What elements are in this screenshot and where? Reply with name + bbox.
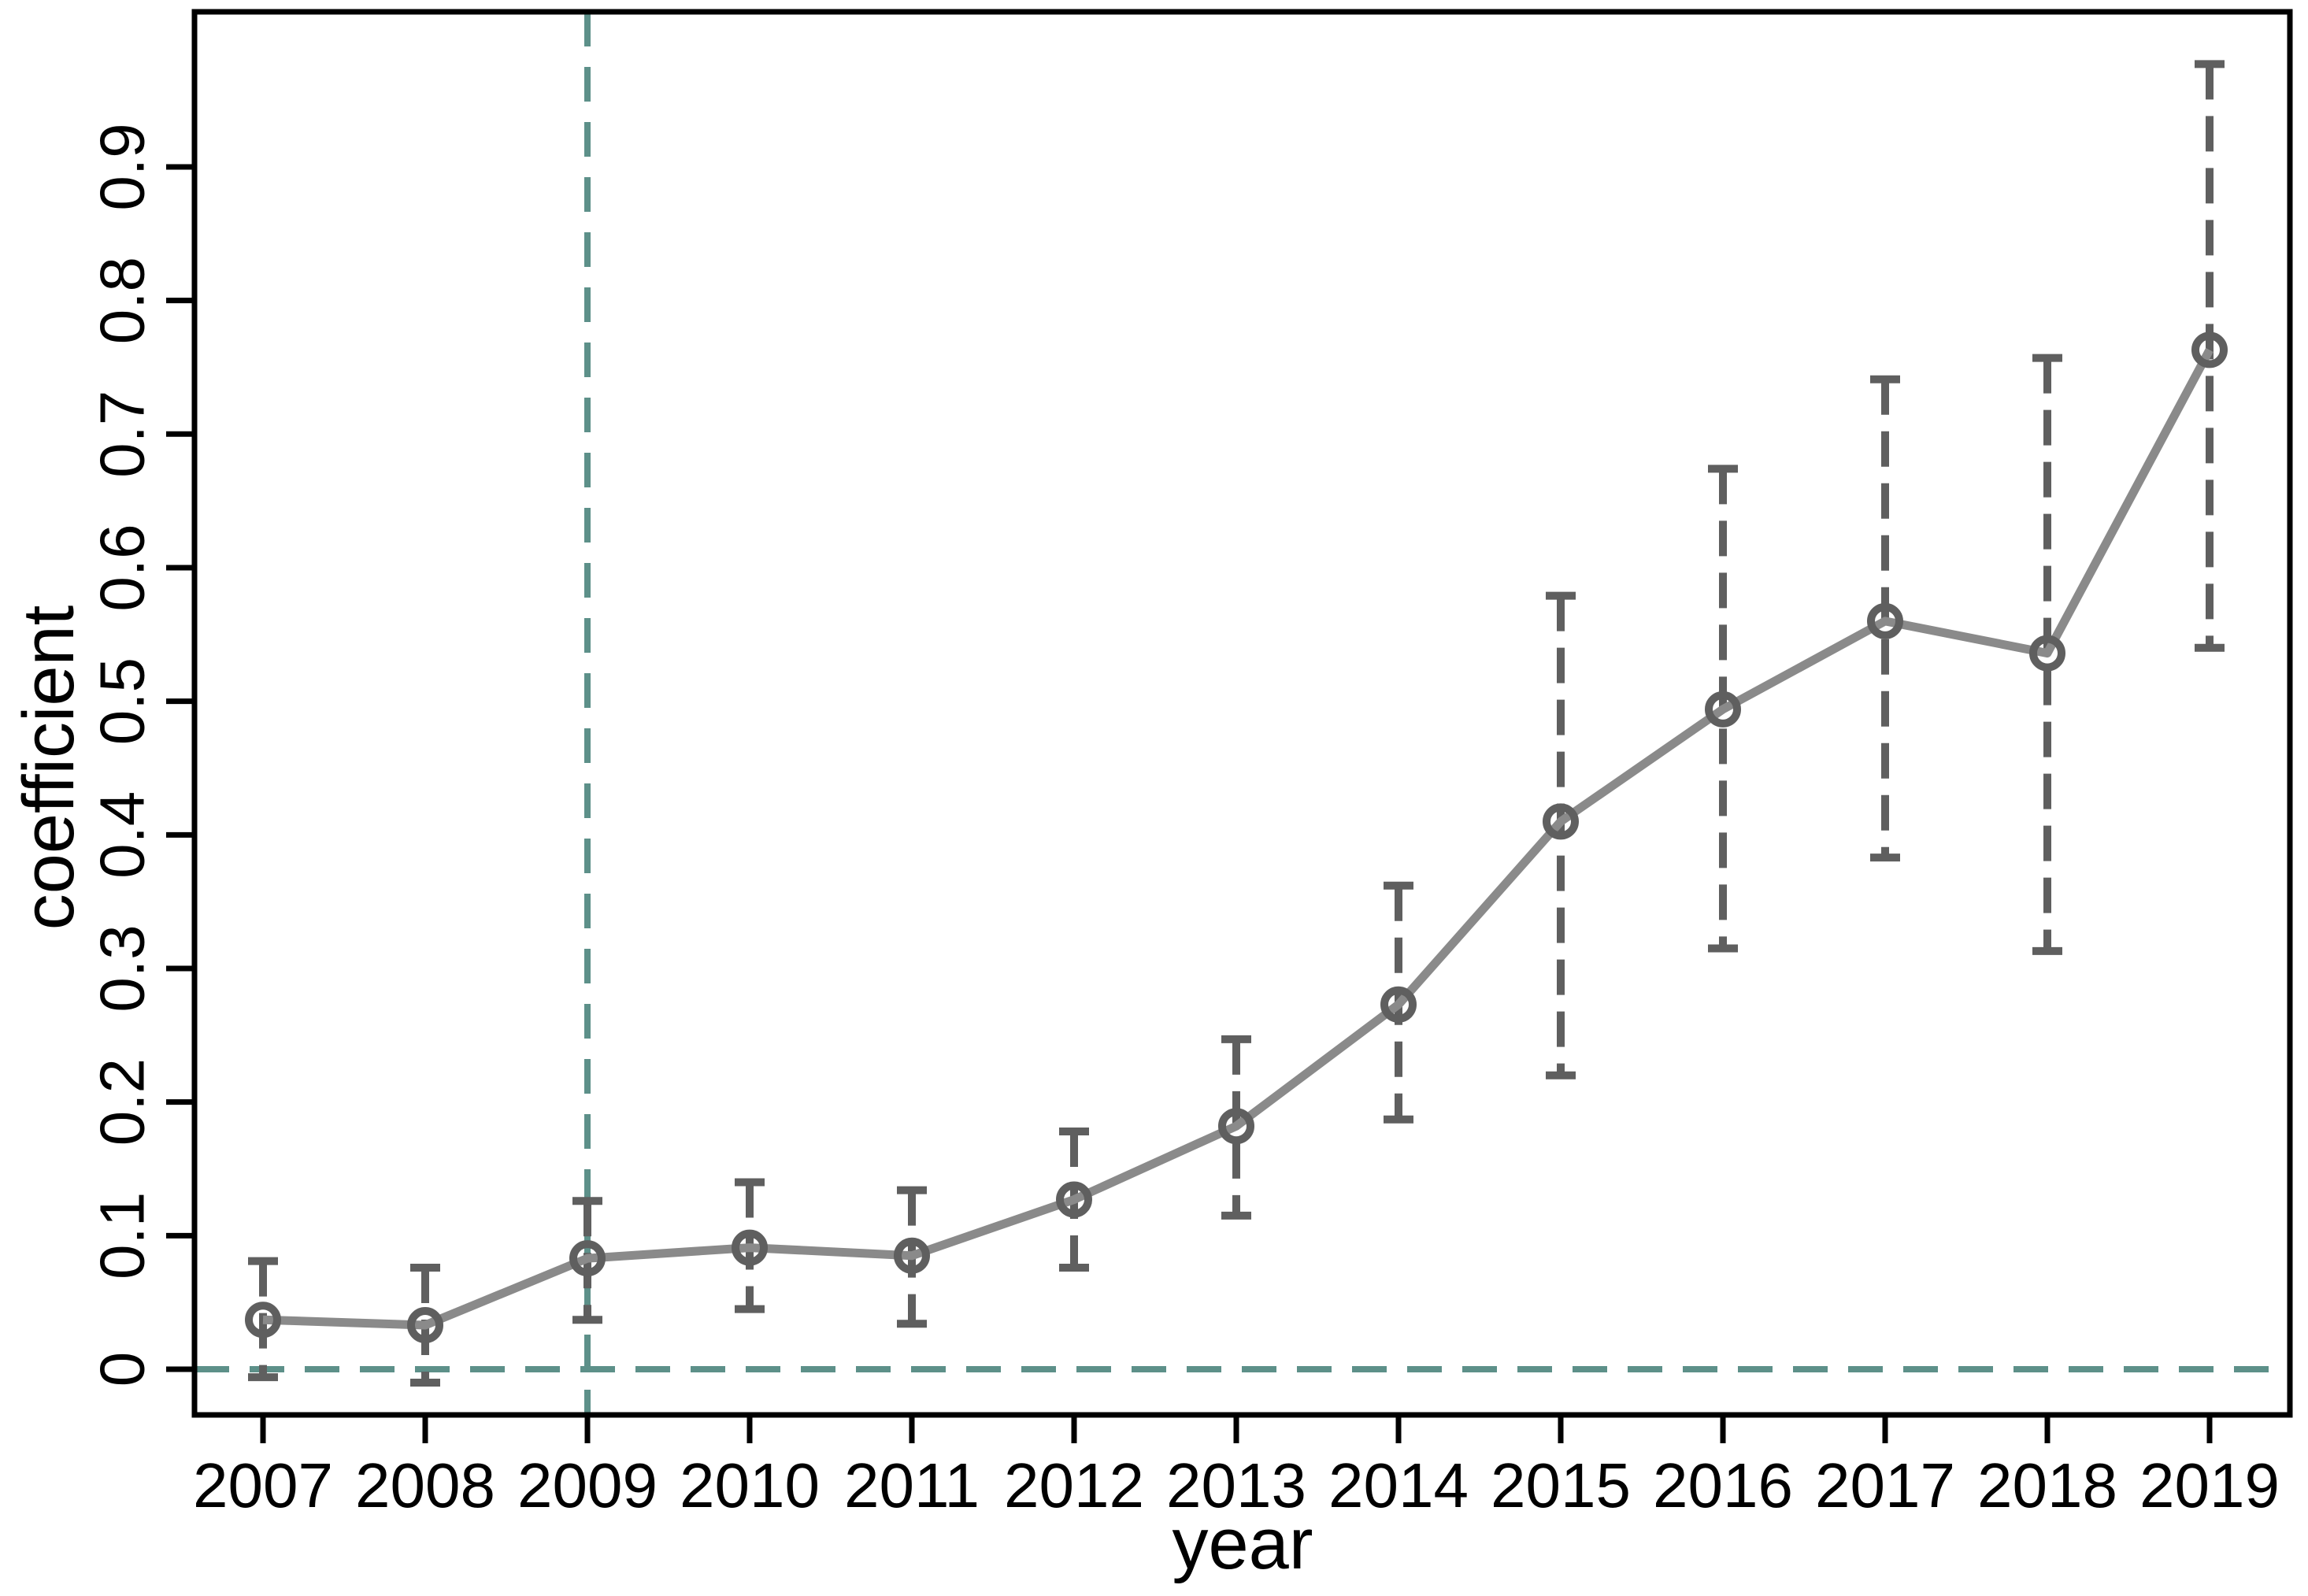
reference-lines	[194, 12, 2290, 1415]
series-line	[262, 347, 2214, 1330]
x-tick-label: 2018	[1977, 1450, 2117, 1520]
data-point-2014	[1380, 986, 1417, 1023]
data-point-2007	[245, 1302, 281, 1339]
data-point-2016	[1705, 691, 1741, 728]
data-point-2013	[1218, 1108, 1254, 1145]
markers	[245, 331, 2228, 1344]
y-tick-label: 0.3	[87, 924, 157, 1012]
x-tick-label: 2012	[1004, 1450, 1144, 1520]
x-tick-label: 2013	[1166, 1450, 1306, 1520]
plot-border	[191, 9, 2293, 1418]
y-tick-label: 0.1	[87, 1192, 157, 1279]
x-tick-label: 2007	[193, 1450, 333, 1520]
x-tick-label: 2016	[1653, 1450, 1793, 1520]
x-tick-label: 2014	[1328, 1450, 1469, 1520]
data-point-2012	[1056, 1181, 1092, 1218]
data-point-2018	[2029, 635, 2065, 672]
data-point-2017	[1867, 602, 1903, 639]
error-bar-2018	[2032, 354, 2062, 955]
y-tick-label: 0.8	[87, 257, 157, 344]
data-point-2011	[894, 1237, 930, 1274]
data-point-2009	[569, 1240, 606, 1277]
data-point-2010	[732, 1229, 768, 1266]
x-tick-label: 2019	[2139, 1450, 2280, 1520]
data-point-2008	[407, 1307, 443, 1344]
x-tick-label: 2010	[680, 1450, 820, 1520]
y-tick-label: 0.7	[87, 391, 157, 478]
y-tick-label: 0.6	[87, 524, 157, 611]
y-tick-labels: 0 0.1 0.2 0.3 0.4 0.5 0.6 0.7 0.8 0.9	[87, 123, 157, 1387]
y-tick-label: 0.9	[87, 123, 157, 210]
y-tick-label: 0	[87, 1352, 157, 1387]
x-tick-label: 2008	[355, 1450, 495, 1520]
data-point-2015	[1543, 803, 1579, 840]
x-tick-label: 2017	[1815, 1450, 1955, 1520]
error-bar-2013	[1221, 1035, 1251, 1220]
y-tick-label: 0.2	[87, 1058, 157, 1146]
y-axis-title: coefficient	[9, 605, 89, 931]
x-tick-labels: 2007 2008 2009 2010 2011 2012 2013 2014 2015 2016…	[193, 1450, 2280, 1520]
error-bar-2007	[248, 1257, 278, 1382]
x-tick-label: 2011	[844, 1450, 980, 1520]
axes	[166, 9, 2293, 1443]
x-tick-label: 2009	[517, 1450, 658, 1520]
error-bars	[248, 60, 2225, 1387]
series-line-group	[262, 347, 2214, 1330]
y-tick-label: 0.5	[87, 657, 157, 745]
x-tick-label: 2015	[1491, 1450, 1631, 1520]
data-point-2019	[2191, 331, 2228, 368]
x-axis-title: year	[1173, 1504, 1313, 1584]
y-tick-label: 0.4	[87, 791, 157, 879]
